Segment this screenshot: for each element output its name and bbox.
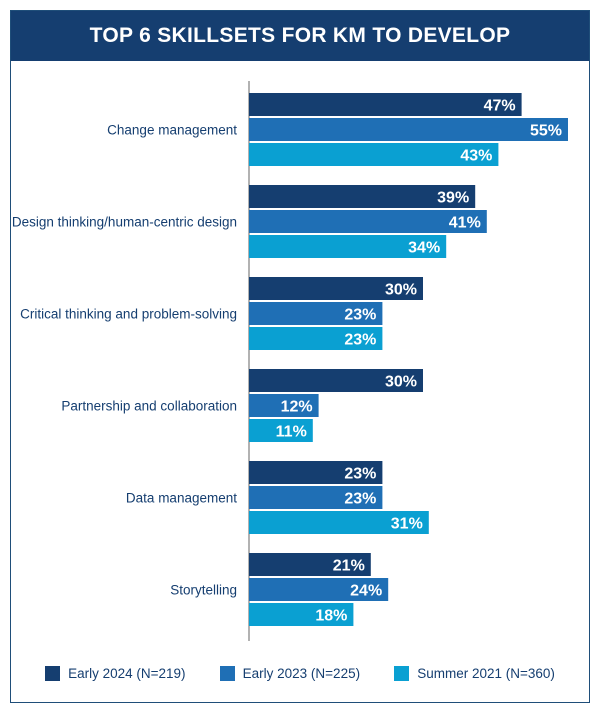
legend-swatch-1 [219, 666, 235, 681]
bar-1-0 [249, 185, 476, 208]
bar-5-1 [249, 578, 389, 601]
bar-3-1 [249, 394, 319, 417]
legend-swatch-2 [394, 666, 410, 681]
bar-value-label-5-1: 24% [350, 583, 382, 600]
bar-value-label-1-2: 34% [408, 240, 440, 257]
legend-label-1: Early 2023 (N=225) [242, 666, 361, 681]
bar-2-0 [249, 277, 423, 300]
legend-item-0: Early 2024 (N=219) [45, 666, 186, 681]
bar-0-2 [249, 143, 499, 166]
bar-1-2 [249, 235, 447, 258]
bar-value-label-3-1: 12% [281, 399, 313, 416]
chart-frame: TOP 6 SKILLSETS FOR KM TO DEVELOP Change… [10, 10, 590, 703]
bar-value-label-1-0: 39% [437, 190, 469, 207]
bar-5-2 [249, 603, 354, 626]
title-bar: TOP 6 SKILLSETS FOR KM TO DEVELOP [11, 11, 589, 61]
bar-4-1 [249, 486, 383, 509]
bar-value-label-0-0: 47% [484, 98, 516, 115]
category-label-0: Change management [107, 123, 237, 138]
bar-chart: Change management 47% 55% 43% Design thinkin… [12, 81, 568, 641]
chart-title: TOP 6 SKILLSETS FOR KM TO DEVELOP [89, 24, 511, 47]
bar-5-0 [249, 553, 371, 576]
bar-3-0 [249, 369, 423, 392]
bar-1-1 [249, 210, 487, 233]
bar-value-label-2-1: 23% [344, 307, 376, 324]
bar-value-label-2-0: 30% [385, 282, 417, 299]
category-label-1: Design thinking/human-centric design [12, 215, 237, 230]
bar-0-1 [249, 118, 568, 141]
bar-value-label-4-1: 23% [344, 491, 376, 508]
bar-4-0 [249, 461, 383, 484]
bar-4-2 [249, 511, 429, 534]
bar-value-label-0-2: 43% [460, 148, 492, 165]
legend-label-2: Summer 2021 (N=360) [417, 666, 555, 681]
bar-2-1 [249, 302, 383, 325]
bar-0-0 [249, 93, 522, 116]
legend-swatch-0 [45, 666, 61, 681]
legend-item-2: Summer 2021 (N=360) [394, 666, 555, 681]
category-label-2: Critical thinking and problem-solving [20, 307, 237, 322]
category-label-3: Partnership and collaboration [61, 399, 237, 414]
bar-value-label-4-0: 23% [344, 466, 376, 483]
bar-value-label-0-1: 55% [530, 123, 562, 140]
bar-2-2 [249, 327, 383, 350]
bar-value-label-1-1: 41% [449, 215, 481, 232]
legend: Early 2024 (N=219) Early 2023 (N=225) Su… [11, 666, 589, 681]
bar-value-label-3-2: 11% [276, 424, 307, 441]
bar-value-label-3-0: 30% [385, 374, 417, 391]
bar-value-label-2-2: 23% [344, 332, 376, 349]
legend-label-0: Early 2024 (N=219) [68, 666, 186, 681]
bar-value-label-5-2: 18% [315, 608, 347, 625]
category-label-5: Storytelling [170, 583, 237, 598]
bar-3-2 [249, 419, 313, 442]
bar-value-label-4-2: 31% [391, 516, 423, 533]
bar-value-label-5-0: 21% [333, 558, 365, 575]
category-label-4: Data management [126, 491, 237, 506]
legend-item-1: Early 2023 (N=225) [219, 666, 361, 681]
